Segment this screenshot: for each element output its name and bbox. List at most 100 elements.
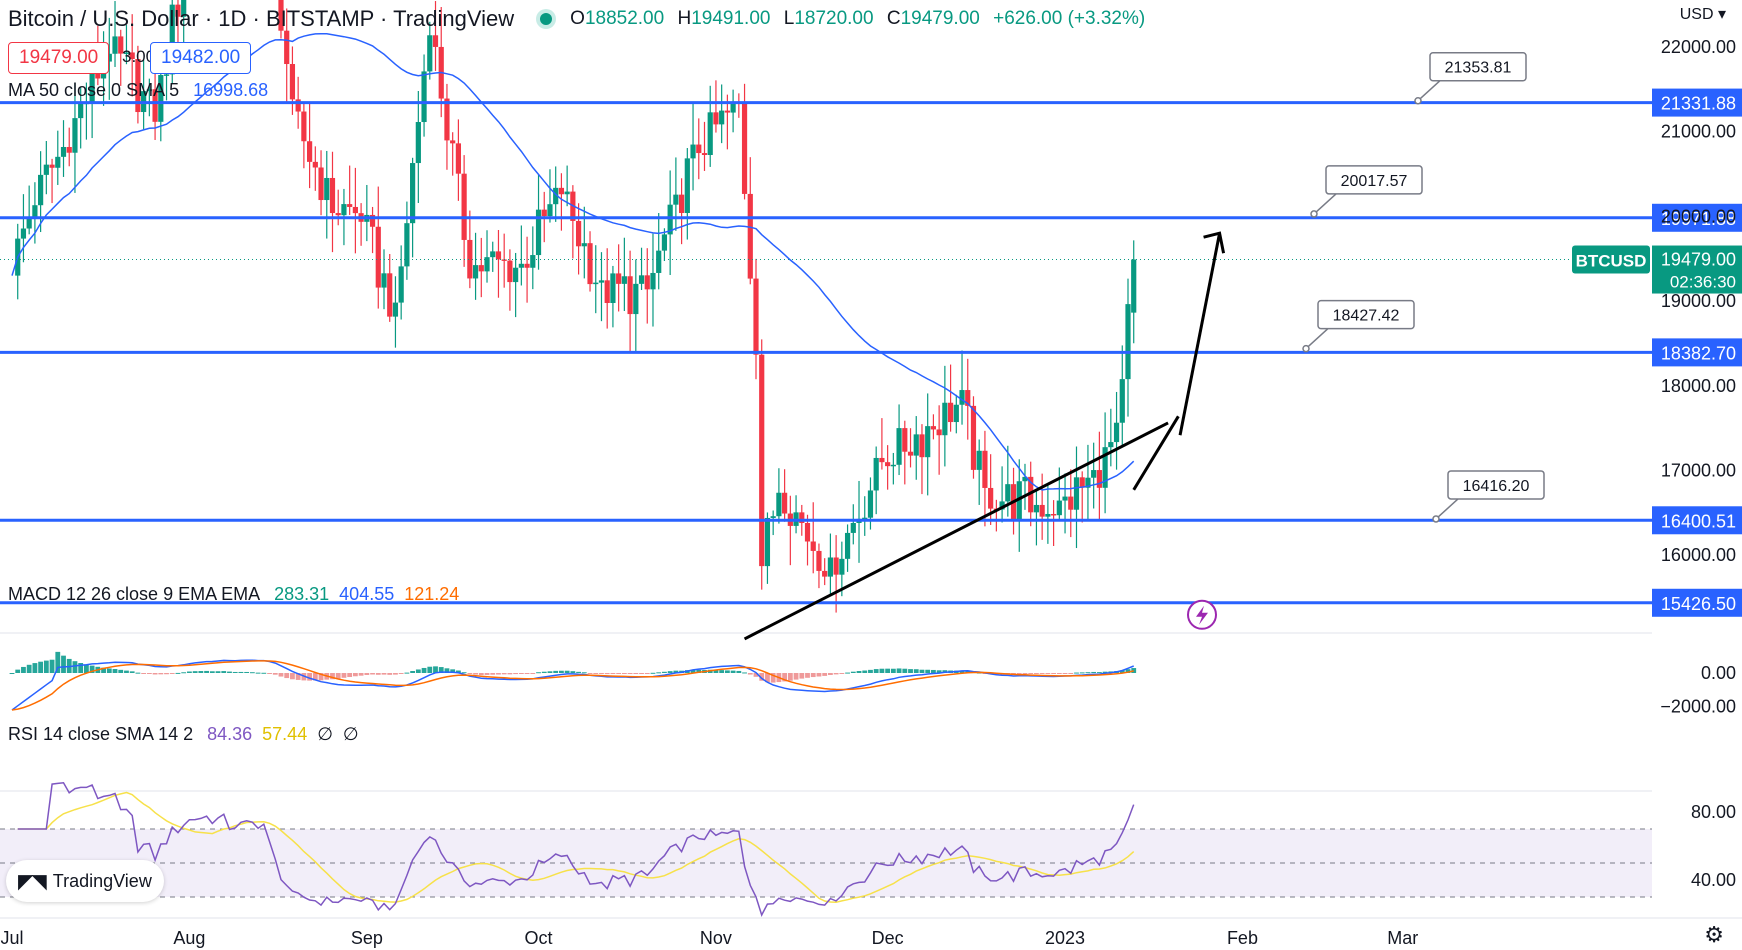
macd-histogram-bar [810,673,816,678]
candle-body [902,428,908,452]
macd-histogram-bar [84,664,89,673]
macd-histogram-bar [713,669,719,673]
candle-body [318,167,324,201]
support-resistance-levels[interactable]: 21331.88 19971.88 18382.70 16400.51 15426.50… [0,88,1742,617]
macd-histogram-bar [335,673,341,679]
macd-histogram-bar [421,667,427,673]
sell-button[interactable]: 19479.00 [8,42,110,74]
price-axis[interactable]: 22000.00 21000.00 20000.00 19000.00 18000.00… [1660,37,1736,890]
macd-histogram-bar [404,672,410,674]
candle-body [415,122,421,164]
symbol-title[interactable]: Bitcoin / U.S. Dollar · 1D · BITSTAMP · … [8,6,515,31]
macd-histogram-bar [559,670,564,673]
macd-line [11,659,1134,711]
time-tick-label: Aug [173,928,205,948]
macd-histogram-bar [610,673,616,674]
macd-histogram-bar [553,670,559,673]
callout-pointer [1305,328,1329,350]
macd-histogram-bar [839,673,845,674]
candle-body [999,501,1005,510]
macd-histogram-bar [742,672,747,674]
rsi-pane [0,782,1652,917]
macd-histogram-bar [862,670,868,673]
ma-legend[interactable]: MA 50 close 0 SMA 5 16998.68 [8,80,268,101]
price-tick-label: 18000.00 [1661,376,1736,396]
arrow-shaft[interactable] [1132,415,1180,491]
callout-box[interactable] [1429,51,1527,82]
macd-histogram-bar [759,673,765,681]
macd-histogram-bar [175,672,181,674]
rsi-legend[interactable]: RSI 14 close SMA 14 2 84.36 57.44 ∅ ∅ [8,724,359,745]
macd-legend[interactable]: MACD 12 26 close 9 EMA EMA 283.31 404.55 12… [8,584,459,605]
time-tick-label: Mar [1387,928,1418,948]
drawings[interactable]: 21353.81 20017.57 18427.42 16416.20 [743,51,1545,641]
time-axis[interactable]: Jul Aug Sep Oct Nov Dec 2023 Feb Mar [0,928,1418,948]
macd-tick-label: −2000.00 [1660,697,1736,717]
gear-icon[interactable]: ⚙ [1704,922,1724,947]
candle-body [146,89,152,92]
macd-histogram-bar [227,671,232,673]
candle-body [799,512,805,524]
trend-line[interactable] [743,421,1169,641]
candle-body [581,243,587,247]
candle-body [1068,496,1074,510]
candle-body [472,265,479,279]
candle-body [524,263,530,268]
candle-body [1039,504,1045,517]
macd-histogram-bar [879,668,885,673]
callout-label: 16416.20 [1463,478,1530,495]
callout-box[interactable] [1325,165,1423,195]
macd-histogram-bar [1102,671,1108,673]
macd-histogram-bar [902,668,908,673]
macd-histogram-bar [965,670,971,673]
macd-histogram-bar [747,673,753,675]
macd-histogram-bar [433,666,438,673]
macd-histogram-bar [822,673,828,676]
buy-button[interactable]: 19482.00 [150,42,252,74]
currency-selector[interactable]: USD ▾ [1679,6,1726,23]
candle-body [72,118,78,153]
macd-histogram-bar [581,672,587,674]
macd-histogram-bar [770,673,776,683]
price-tick-label: 16000.00 [1661,545,1736,565]
macd-histogram-bar [501,673,507,675]
macd-histogram-bar [249,672,255,674]
candle-body [959,390,965,405]
macd-histogram-bar [473,673,478,675]
macd-histogram-bar [61,655,66,673]
candle-body [381,273,387,288]
candle-body [461,173,467,240]
candle-body [822,570,828,577]
macd-histogram-bar [1056,673,1062,674]
candle-body [976,450,982,470]
candle-body [890,464,896,467]
macd-histogram-bar [1085,672,1091,674]
candle-body [455,143,461,174]
level-price-label: 18382.70 [1661,343,1736,363]
high-value: 19491.00 [691,8,771,29]
macd-histogram-bar [925,669,931,673]
macd-histogram-bar [461,672,467,674]
macd-histogram-bar [518,673,524,674]
candle-body [49,164,55,168]
candle-body [410,163,416,224]
candle-body [1096,470,1102,488]
macd-histogram-bar [124,670,129,673]
rsi-value: 84.36 [207,724,253,744]
level-price-tag [1652,203,1742,232]
callout-box[interactable] [1447,470,1545,500]
tradingview-logo[interactable]: ◤◥ TradingView [6,860,164,902]
open-key: O [570,8,585,29]
candle-body [862,517,868,520]
callout-box[interactable] [1317,299,1415,330]
macd-histogram-bar [1045,673,1051,674]
macd-histogram-bar [232,671,238,673]
candle-body [324,177,330,201]
candle-body [123,52,130,54]
arrow-shaft[interactable] [1178,232,1222,436]
candle-body [844,532,851,559]
rsi-sma-value: 57.44 [262,724,308,744]
macd-histogram-bar [1096,672,1102,674]
candle-body [661,234,668,251]
